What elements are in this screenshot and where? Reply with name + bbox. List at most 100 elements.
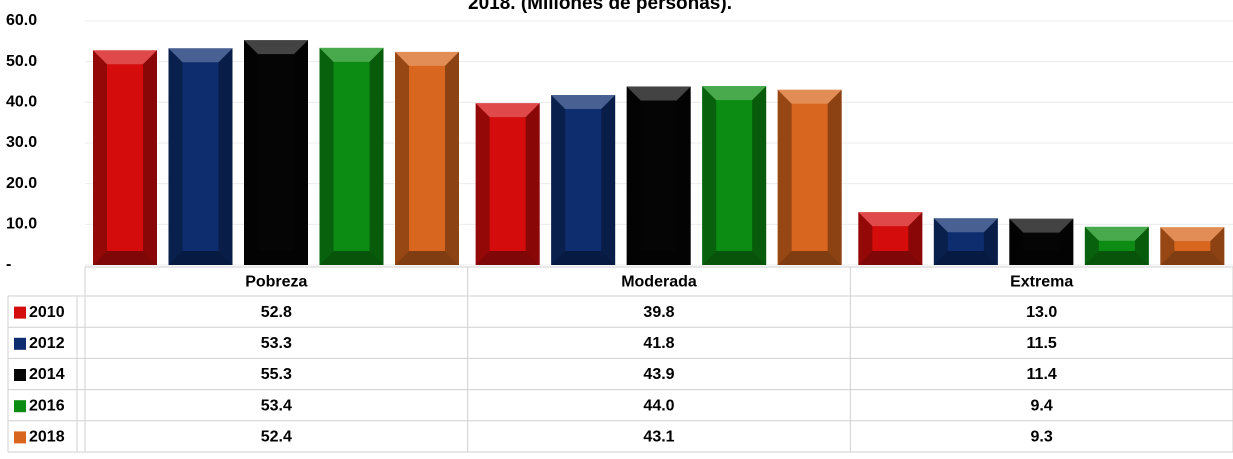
bar-bevel bbox=[1009, 218, 1074, 233]
bar bbox=[168, 48, 233, 265]
data-label: 9.4 bbox=[1031, 397, 1053, 414]
data-label: 43.1 bbox=[643, 429, 674, 446]
bar-bevel bbox=[777, 89, 842, 104]
legend-label: 2016 bbox=[29, 397, 65, 414]
data-label: 55.3 bbox=[261, 366, 292, 383]
y-tick-label: - bbox=[6, 256, 11, 273]
bar bbox=[319, 47, 384, 266]
bar-bevel bbox=[752, 86, 767, 265]
bar-bevel bbox=[601, 95, 616, 265]
bar bbox=[395, 51, 459, 266]
bar bbox=[702, 86, 767, 265]
bar-bevel bbox=[626, 251, 691, 265]
bar-bevel bbox=[626, 86, 691, 101]
bar bbox=[933, 218, 998, 265]
bar bbox=[1160, 227, 1225, 265]
bar-group bbox=[1084, 226, 1149, 265]
data-label: 13.0 bbox=[1026, 304, 1057, 321]
bar-group bbox=[395, 51, 459, 266]
bar-bevel bbox=[244, 40, 258, 265]
bar-bevel bbox=[395, 51, 409, 266]
bar-bevel bbox=[1009, 218, 1024, 265]
data-label: 53.4 bbox=[261, 397, 292, 414]
y-tick-label: 20.0 bbox=[6, 175, 37, 192]
bar-bevel bbox=[319, 47, 334, 266]
bar-bevel bbox=[475, 103, 490, 265]
bar-bevel bbox=[1160, 227, 1175, 265]
bar bbox=[551, 95, 616, 265]
legend-label: 2014 bbox=[29, 366, 65, 383]
bar-bevel bbox=[244, 251, 308, 265]
y-tick-label: 50.0 bbox=[6, 53, 37, 70]
bar-bevel bbox=[551, 95, 616, 110]
bar-bevel bbox=[319, 47, 384, 62]
bar-group bbox=[244, 40, 308, 265]
y-tick-label: 60.0 bbox=[6, 12, 37, 29]
legend-label: 2018 bbox=[29, 429, 65, 446]
bar-group bbox=[551, 95, 616, 265]
y-tick-label: 40.0 bbox=[6, 94, 37, 111]
bar-bevel bbox=[1160, 251, 1225, 265]
bar-bevel bbox=[445, 51, 459, 266]
bar-bevel bbox=[93, 50, 157, 65]
bar-bevel bbox=[475, 103, 540, 118]
bar-bevel bbox=[551, 95, 566, 265]
bar-bevel bbox=[702, 251, 767, 265]
bar-bevel bbox=[369, 47, 384, 266]
bar-bevel bbox=[858, 212, 873, 265]
bar-bevel bbox=[626, 86, 641, 266]
data-label: 52.8 bbox=[261, 304, 292, 321]
bar-group bbox=[168, 48, 233, 265]
bar-bevel bbox=[702, 86, 717, 265]
data-label: 11.4 bbox=[1027, 366, 1057, 383]
bar-bevel bbox=[858, 251, 923, 265]
bar-bevel bbox=[702, 86, 767, 101]
bar-bevel bbox=[244, 40, 308, 55]
bar-group bbox=[93, 50, 157, 265]
bar-group bbox=[626, 86, 691, 266]
bar-group bbox=[1009, 218, 1074, 265]
bar-bevel bbox=[395, 51, 459, 66]
bar-bevel bbox=[1059, 218, 1074, 265]
bar-bevel bbox=[777, 251, 842, 265]
data-label: 43.9 bbox=[643, 366, 674, 383]
bar bbox=[475, 103, 540, 265]
legend-label: 2012 bbox=[29, 335, 65, 352]
chart-title: 2018. (Millones de personas). bbox=[468, 0, 732, 14]
data-label: 9.3 bbox=[1031, 429, 1053, 446]
bar-bevel bbox=[168, 48, 233, 63]
x-tick-label: Pobreza bbox=[245, 274, 307, 291]
bar-bevel bbox=[1084, 226, 1099, 265]
bar-bevel bbox=[1084, 251, 1149, 265]
bar-group bbox=[933, 218, 998, 265]
legend-swatch bbox=[14, 400, 26, 413]
legend-swatch bbox=[14, 431, 26, 444]
bar-group bbox=[858, 212, 923, 265]
bar-bevel bbox=[676, 86, 691, 266]
bar-bevel bbox=[933, 218, 998, 233]
bar-bevel bbox=[1134, 226, 1149, 265]
bar-bevel bbox=[319, 251, 384, 265]
bar-bevel bbox=[1009, 251, 1074, 265]
bar-group bbox=[702, 86, 767, 265]
bar-bevel bbox=[933, 218, 948, 265]
bar-bevel bbox=[1210, 227, 1225, 265]
bar-bevel bbox=[1084, 226, 1149, 241]
data-label: 53.3 bbox=[261, 335, 292, 352]
legend-swatch bbox=[14, 306, 26, 319]
bar-bevel bbox=[143, 50, 157, 265]
bar-bevel bbox=[218, 48, 233, 265]
bar bbox=[1009, 218, 1074, 265]
bar-bevel bbox=[168, 48, 183, 265]
bar-bevel bbox=[93, 50, 107, 265]
legend-label: 2010 bbox=[29, 304, 65, 321]
data-label: 41.8 bbox=[643, 335, 674, 352]
y-tick-label: 10.0 bbox=[6, 216, 37, 233]
bar-bevel bbox=[827, 89, 842, 265]
bar-bevel bbox=[475, 251, 540, 265]
legend-swatch bbox=[14, 337, 26, 350]
bar bbox=[626, 86, 691, 266]
bar-bevel bbox=[983, 218, 998, 265]
bar-bevel bbox=[908, 212, 923, 265]
